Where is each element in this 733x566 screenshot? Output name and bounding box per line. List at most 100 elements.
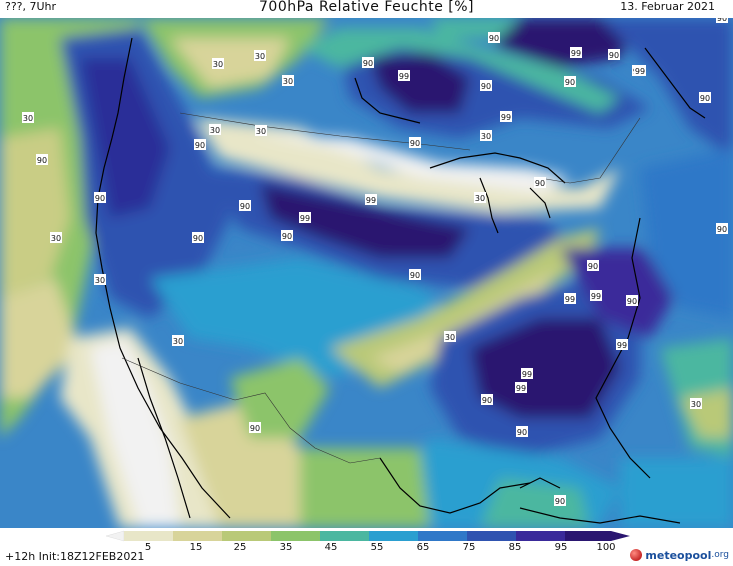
svg-text:90: 90 [535,179,545,188]
humidity-field [0,18,733,528]
svg-text:90: 90 [717,225,727,234]
logo-icon [630,549,643,561]
svg-text:30: 30 [51,234,61,243]
svg-text:90: 90 [565,78,575,87]
svg-text:90: 90 [195,141,205,150]
contour-label: 90 [626,295,638,306]
contour-label: 90 [239,200,251,211]
svg-text:90: 90 [37,156,47,165]
svg-text:90: 90 [250,424,260,433]
svg-text:90: 90 [627,297,637,306]
humidity-map: 30 30 30 90 30 30 30 30 90 90 90 99 90 9… [0,18,733,528]
contour-label: 99 [590,290,602,301]
contour-label: 30 [282,75,294,86]
contour-label: 99 [398,70,410,81]
svg-text:90: 90 [588,262,598,271]
colorbar-tick: 55 [370,542,384,553]
contour-label: 30 [254,50,266,61]
footer: 5 15 25 35 45 55 65 75 85 95 100 +12h In… [0,528,733,566]
svg-text:99: 99 [300,214,310,223]
contour-label: 99 [634,65,646,76]
svg-text:90: 90 [282,232,292,241]
contour-label: 30 [22,112,34,123]
humidity-map-canvas: 30 30 30 90 30 30 30 30 90 90 90 99 90 9… [0,18,733,528]
svg-text:90: 90 [517,428,527,437]
contour-label: 30 [94,274,106,285]
contour-label: 30 [255,125,267,136]
svg-text:90: 90 [555,497,565,506]
contour-label: 30 [209,124,221,135]
svg-text:99: 99 [591,292,601,301]
contour-label: 90 [192,232,204,243]
svg-text:30: 30 [95,276,105,285]
contour-label: 90 [516,426,528,437]
logo-text: meteopool [645,548,712,562]
svg-text:90: 90 [700,94,710,103]
svg-text:30: 30 [475,194,485,203]
svg-text:99: 99 [366,196,376,205]
contour-label: 90 [716,223,728,234]
contour-label: 30 [480,130,492,141]
svg-text:90: 90 [609,51,619,60]
contour-label: 99 [521,368,533,379]
contour-label: 90 [699,92,711,103]
contour-label: 90 [362,57,374,68]
logo-tld: .org [711,550,729,560]
svg-text:90: 90 [240,202,250,211]
svg-text:30: 30 [283,77,293,86]
svg-text:99: 99 [399,72,409,81]
contour-label: 99 [564,293,576,304]
svg-text:99: 99 [522,370,532,379]
svg-text:90: 90 [193,234,203,243]
svg-text:90: 90 [489,34,499,43]
colorbar-tick: 100 [596,542,616,553]
svg-text:30: 30 [173,337,183,346]
contour-label: 90 [608,49,620,60]
svg-text:30: 30 [481,132,491,141]
svg-text:90: 90 [482,396,492,405]
svg-text:90: 90 [481,82,491,91]
contour-label: 99 [616,339,628,350]
contour-label: 90 [94,192,106,203]
meteopool-logo[interactable]: meteopool .org [630,547,729,563]
colorbar-tick: 15 [189,542,203,553]
colorbar-tick: 5 [144,542,152,553]
forecast-day-time: ???, 7Uhr [5,0,57,13]
svg-text:30: 30 [691,400,701,409]
svg-text:99: 99 [635,67,645,76]
contour-label: 90 [564,76,576,87]
contour-label: 30 [474,192,486,203]
contour-label: 99 [365,194,377,205]
contour-label: 90 [488,32,500,43]
svg-text:99: 99 [617,341,627,350]
header: ???, 7Uhr 700hPa Relative Feuchte [%] 13… [0,0,733,18]
svg-text:30: 30 [255,52,265,61]
svg-text:30: 30 [210,126,220,135]
svg-text:99: 99 [571,49,581,58]
contour-label: 30 [690,398,702,409]
contour-label: 30 [50,232,62,243]
contour-label: 90 [587,260,599,271]
contour-label: 90 [249,422,261,433]
svg-text:30: 30 [256,127,266,136]
colorbar-tick: 65 [416,542,430,553]
contour-label: 30 [172,335,184,346]
contour-label: 90 [534,177,546,188]
contour-label: 90 [480,80,492,91]
colorbar-tick: 25 [233,542,247,553]
svg-text:30: 30 [445,333,455,342]
svg-text:90: 90 [95,194,105,203]
contour-label: 90 [554,495,566,506]
svg-text:99: 99 [516,384,526,393]
borders [121,112,641,464]
contour-label: 90 [194,139,206,150]
svg-text:99: 99 [565,295,575,304]
contour-label: 99 [515,382,527,393]
contour-label: 90 [36,154,48,165]
svg-text:90: 90 [410,139,420,148]
contour-label: 90 [409,137,421,148]
colorbar [106,530,630,542]
svg-text:30: 30 [213,60,223,69]
map-title: 700hPa Relative Feuchte [%] [259,0,474,15]
colorbar-tick: 45 [324,542,338,553]
